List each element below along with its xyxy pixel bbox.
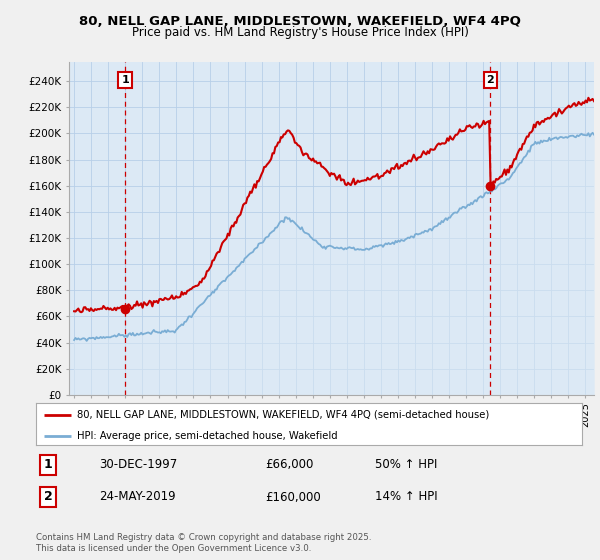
Text: Contains HM Land Registry data © Crown copyright and database right 2025.
This d: Contains HM Land Registry data © Crown c… bbox=[36, 533, 371, 553]
Text: 1: 1 bbox=[121, 75, 129, 85]
Text: 50% ↑ HPI: 50% ↑ HPI bbox=[374, 458, 437, 471]
Text: 2: 2 bbox=[44, 491, 52, 503]
Text: HPI: Average price, semi-detached house, Wakefield: HPI: Average price, semi-detached house,… bbox=[77, 431, 338, 441]
Text: 2: 2 bbox=[487, 75, 494, 85]
Text: 80, NELL GAP LANE, MIDDLESTOWN, WAKEFIELD, WF4 4PQ: 80, NELL GAP LANE, MIDDLESTOWN, WAKEFIEL… bbox=[79, 15, 521, 28]
Text: 1: 1 bbox=[44, 458, 52, 471]
Text: 30-DEC-1997: 30-DEC-1997 bbox=[99, 458, 177, 471]
Text: £160,000: £160,000 bbox=[265, 491, 321, 503]
Text: 14% ↑ HPI: 14% ↑ HPI bbox=[374, 491, 437, 503]
Text: 24-MAY-2019: 24-MAY-2019 bbox=[99, 491, 175, 503]
Text: 80, NELL GAP LANE, MIDDLESTOWN, WAKEFIELD, WF4 4PQ (semi-detached house): 80, NELL GAP LANE, MIDDLESTOWN, WAKEFIEL… bbox=[77, 409, 489, 419]
Text: £66,000: £66,000 bbox=[265, 458, 314, 471]
Text: Price paid vs. HM Land Registry's House Price Index (HPI): Price paid vs. HM Land Registry's House … bbox=[131, 26, 469, 39]
